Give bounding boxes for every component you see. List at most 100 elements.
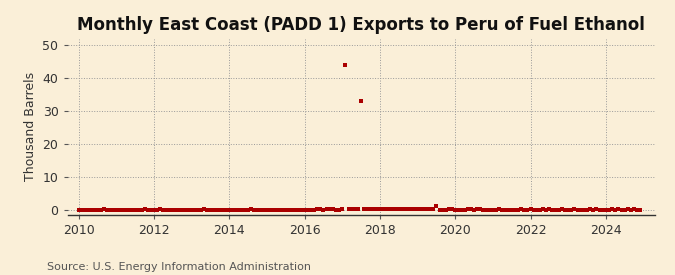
Point bbox=[529, 207, 539, 212]
Point bbox=[447, 206, 458, 211]
Point bbox=[255, 207, 266, 212]
Point bbox=[211, 207, 222, 212]
Point bbox=[619, 207, 630, 212]
Point bbox=[481, 207, 492, 212]
Point bbox=[422, 206, 433, 211]
Point bbox=[500, 207, 511, 212]
Point bbox=[578, 207, 589, 212]
Point bbox=[378, 206, 389, 211]
Point bbox=[312, 206, 323, 211]
Point bbox=[246, 206, 256, 211]
Point bbox=[271, 207, 282, 212]
Point bbox=[459, 207, 470, 212]
Point bbox=[205, 207, 216, 212]
Point bbox=[563, 207, 574, 212]
Point bbox=[550, 207, 561, 212]
Point bbox=[262, 207, 273, 212]
Point bbox=[83, 207, 94, 212]
Point bbox=[412, 206, 423, 211]
Point bbox=[327, 206, 338, 211]
Point bbox=[173, 207, 184, 212]
Point bbox=[92, 207, 103, 212]
Point bbox=[192, 207, 203, 212]
Point bbox=[635, 207, 646, 212]
Point bbox=[265, 207, 275, 212]
Point bbox=[544, 206, 555, 211]
Point bbox=[560, 207, 570, 212]
Point bbox=[396, 206, 407, 211]
Point bbox=[485, 207, 495, 212]
Point bbox=[148, 207, 159, 212]
Point bbox=[456, 207, 467, 212]
Point bbox=[105, 207, 115, 212]
Point bbox=[155, 206, 166, 211]
Point bbox=[249, 207, 260, 212]
Point bbox=[133, 207, 144, 212]
Point bbox=[227, 207, 238, 212]
Point bbox=[76, 207, 87, 212]
Point bbox=[321, 206, 332, 211]
Point bbox=[124, 207, 134, 212]
Point bbox=[428, 206, 439, 211]
Point bbox=[217, 207, 228, 212]
Point bbox=[487, 207, 498, 212]
Point bbox=[522, 207, 533, 212]
Point bbox=[538, 206, 549, 211]
Point bbox=[337, 206, 348, 211]
Point bbox=[531, 207, 542, 212]
Point bbox=[234, 207, 244, 212]
Point bbox=[519, 207, 530, 212]
Y-axis label: Thousand Barrels: Thousand Barrels bbox=[24, 72, 37, 181]
Point bbox=[506, 207, 517, 212]
Point bbox=[274, 207, 285, 212]
Point bbox=[613, 206, 624, 211]
Point bbox=[136, 207, 147, 212]
Point bbox=[302, 207, 313, 212]
Point bbox=[418, 206, 429, 211]
Point bbox=[575, 207, 586, 212]
Point bbox=[443, 206, 454, 211]
Point bbox=[259, 207, 269, 212]
Point bbox=[381, 206, 392, 211]
Point bbox=[139, 206, 150, 211]
Point bbox=[325, 206, 335, 211]
Point bbox=[215, 207, 225, 212]
Point bbox=[603, 207, 614, 212]
Point bbox=[371, 206, 382, 211]
Point bbox=[102, 207, 113, 212]
Point bbox=[431, 204, 442, 208]
Point bbox=[199, 206, 210, 211]
Point bbox=[318, 207, 329, 212]
Point bbox=[466, 206, 477, 211]
Point bbox=[299, 207, 310, 212]
Point bbox=[290, 207, 300, 212]
Point bbox=[224, 207, 235, 212]
Point bbox=[369, 206, 379, 211]
Point bbox=[315, 206, 326, 211]
Point bbox=[293, 207, 304, 212]
Point bbox=[556, 206, 567, 211]
Point bbox=[190, 207, 200, 212]
Point bbox=[142, 207, 153, 212]
Point bbox=[588, 207, 599, 212]
Point bbox=[277, 207, 288, 212]
Point bbox=[152, 207, 163, 212]
Point bbox=[406, 206, 416, 211]
Point bbox=[108, 207, 119, 212]
Point bbox=[146, 207, 157, 212]
Point bbox=[494, 206, 505, 211]
Point bbox=[516, 206, 526, 211]
Point bbox=[177, 207, 188, 212]
Point bbox=[74, 207, 84, 212]
Point bbox=[268, 207, 279, 212]
Point bbox=[597, 207, 608, 212]
Point bbox=[591, 206, 602, 211]
Point bbox=[425, 206, 435, 211]
Point bbox=[547, 207, 558, 212]
Point bbox=[230, 207, 241, 212]
Point bbox=[127, 207, 138, 212]
Point bbox=[503, 207, 514, 212]
Point bbox=[384, 206, 395, 211]
Point bbox=[130, 207, 140, 212]
Point bbox=[89, 207, 100, 212]
